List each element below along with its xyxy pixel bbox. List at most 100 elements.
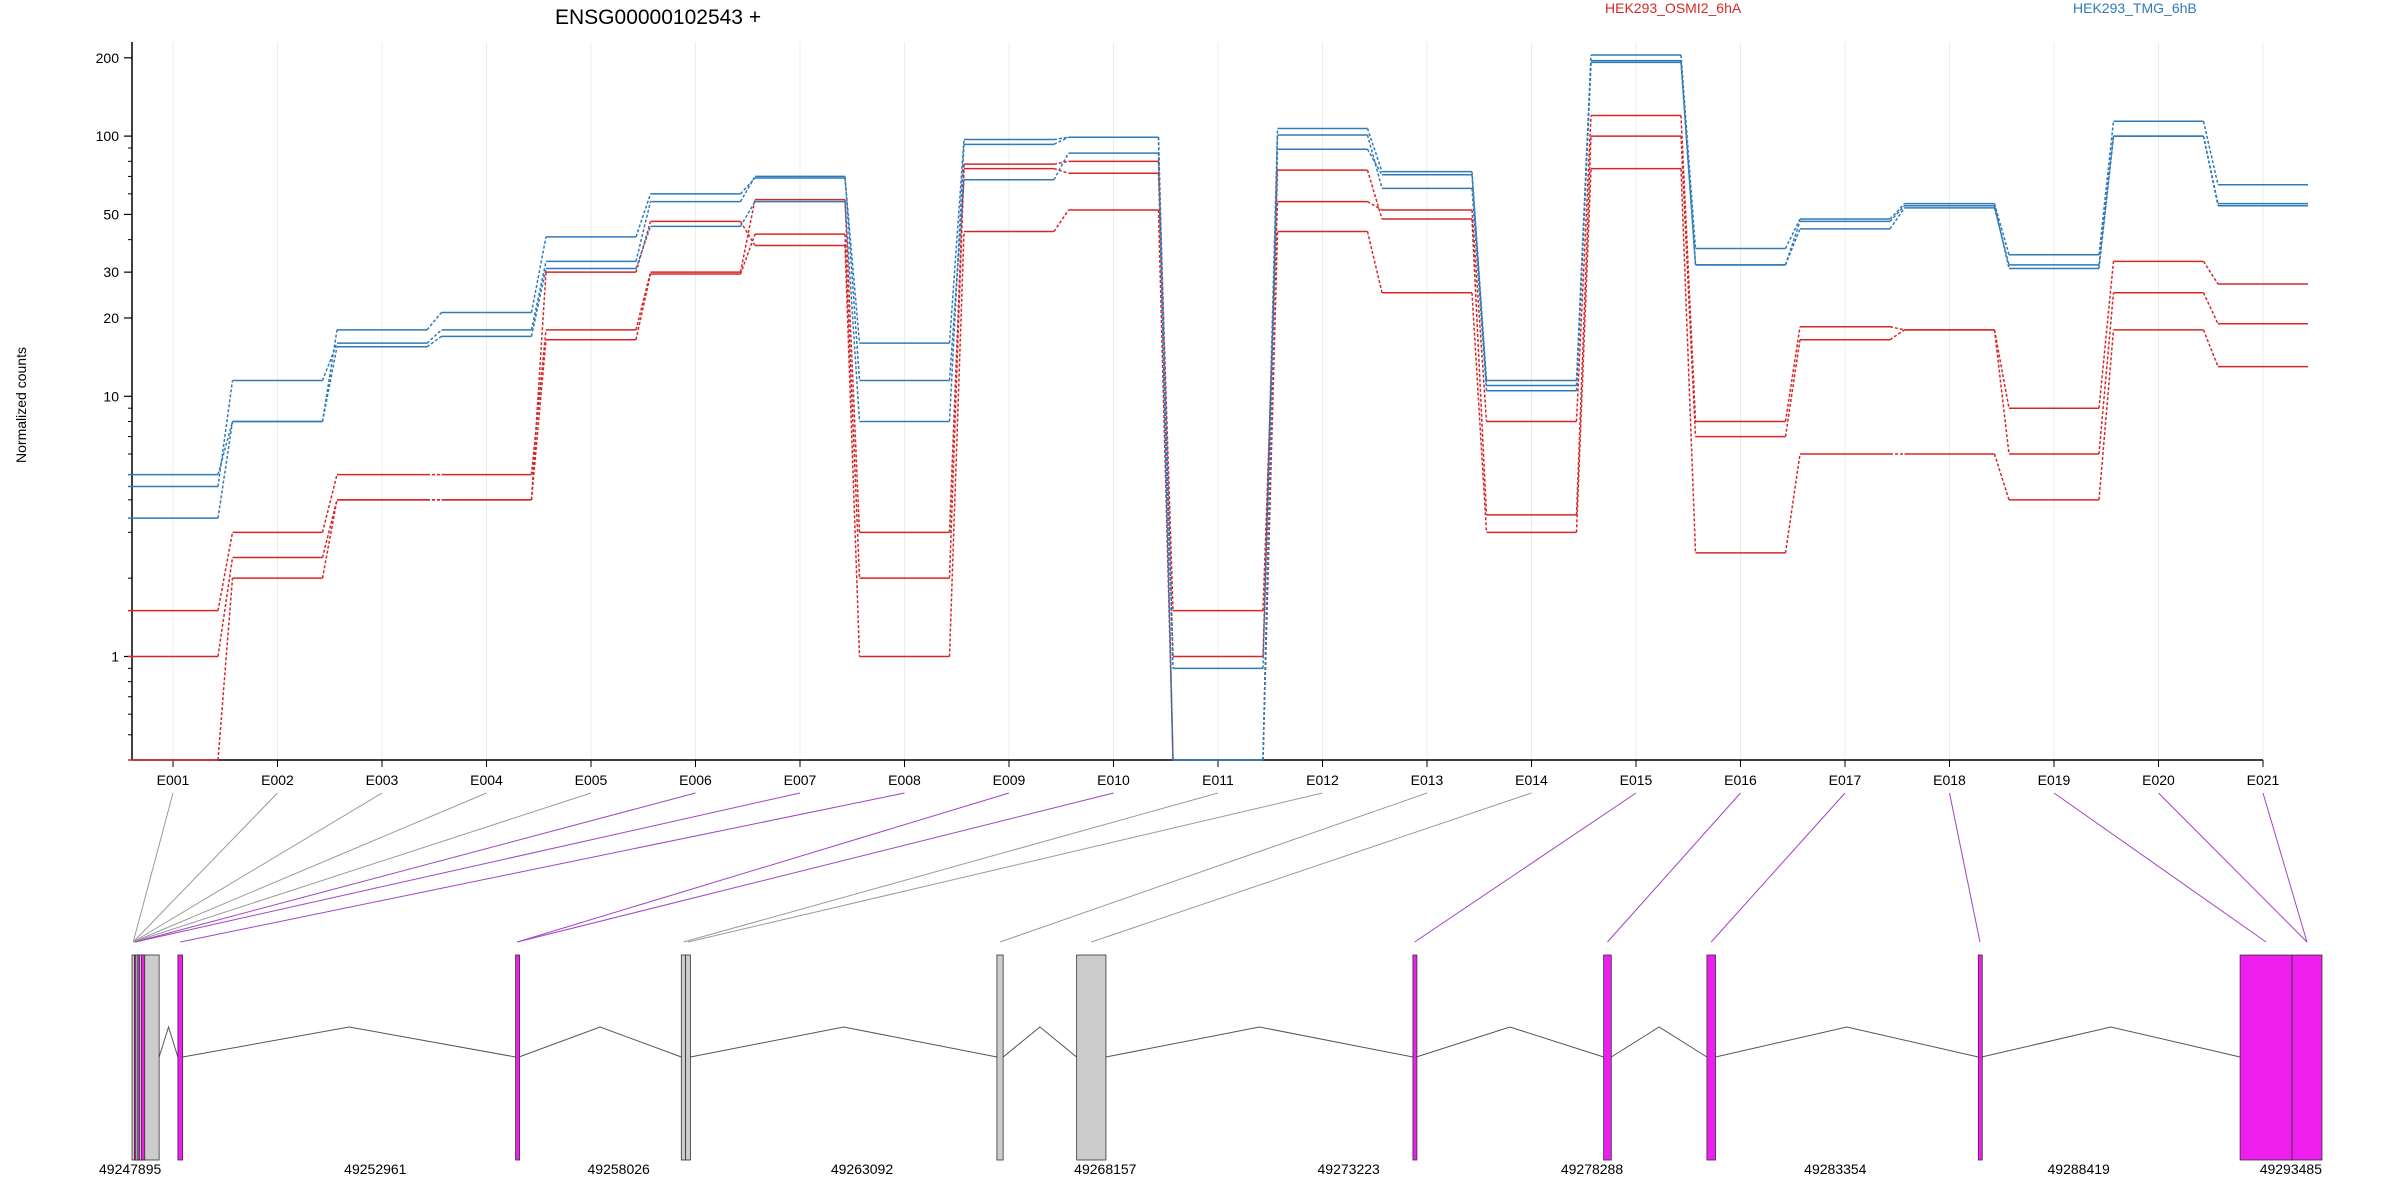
coordinate-label: 49263092 (831, 1161, 894, 1177)
series-connector (1157, 137, 1174, 761)
series-connector (635, 273, 652, 340)
coordinate-label: 49258026 (588, 1161, 651, 1177)
exon-block (515, 954, 520, 1161)
exon-link (1710, 792, 1846, 943)
y-tick-label: 1 (111, 648, 119, 664)
series-connector (844, 199, 861, 533)
series-connector (321, 499, 338, 579)
series-2 (128, 167, 2308, 761)
series-connector (739, 199, 756, 273)
exon-link (1607, 792, 1741, 943)
exon-link (517, 792, 1114, 943)
x-tick-label: E009 (993, 772, 1026, 788)
exon-block (1977, 954, 1983, 1161)
series-connector (1262, 231, 1279, 761)
series-connector (844, 176, 861, 381)
series-connector (1784, 218, 1801, 249)
x-tick-label: E019 (2038, 772, 2071, 788)
series-connector (530, 261, 547, 331)
series-connector (1784, 453, 1801, 554)
series-connector (321, 342, 338, 381)
series-connector (2202, 329, 2219, 367)
series-connector (1993, 203, 2010, 255)
series-connector (1784, 339, 1801, 437)
series-connector (1575, 115, 1592, 422)
exon-link (2262, 792, 2308, 943)
series-connector (1471, 209, 1488, 422)
x-tick-label: E006 (679, 772, 712, 788)
y-axis-label: Normalized counts (13, 347, 29, 463)
chart-title: ENSG00000102543 + (555, 6, 761, 29)
intron (690, 1026, 997, 1058)
exon-block (1603, 954, 1612, 1161)
series-connector (844, 234, 861, 579)
x-tick-label: E007 (784, 772, 817, 788)
series-connector (2202, 292, 2219, 325)
intron (1002, 1026, 1077, 1058)
coordinate-label: 49273223 (1318, 1161, 1381, 1177)
series-connector (1889, 329, 1905, 341)
series-connector (1889, 207, 1906, 230)
coordinate-label: 49268157 (1074, 1161, 1137, 1177)
series-connector (1471, 188, 1488, 391)
x-tick-label: E010 (1097, 772, 1130, 788)
series-connector (844, 177, 861, 344)
intron (1981, 1026, 2241, 1058)
exon-link (132, 792, 278, 943)
series-connector (1680, 136, 1697, 437)
series-connector (1680, 115, 1697, 422)
series-connector (1471, 292, 1488, 533)
series-connector (217, 421, 234, 475)
legend-entry-tmg: HEK293_TMG_6hB (2073, 0, 2197, 16)
series-connector (635, 226, 652, 269)
series-connector (1575, 168, 1592, 533)
series-connector (426, 335, 442, 348)
exon-link (133, 792, 592, 943)
series-connector (1889, 326, 1905, 331)
series-connector (2098, 292, 2115, 455)
series-connector (1784, 228, 1801, 266)
x-tick-label: E013 (1411, 772, 1444, 788)
y-tick-label: 10 (103, 388, 119, 404)
series-connector (948, 231, 965, 657)
coordinate-label: 49288419 (2048, 1161, 2111, 1177)
coordinate-label: 49247895 (99, 1161, 162, 1177)
series-connector (2098, 329, 2115, 500)
x-tick-label: E018 (1933, 772, 1966, 788)
coordinate-label: 49278288 (1561, 1161, 1624, 1177)
exon-link (1414, 792, 1637, 943)
intron (518, 1026, 682, 1058)
series-connector (217, 578, 234, 761)
series-connector (530, 236, 547, 313)
x-tick-label: E014 (1515, 772, 1548, 788)
series-connector (1053, 136, 1069, 141)
x-tick-label: E003 (366, 772, 399, 788)
series-connector (1053, 136, 1069, 145)
series-connector (1053, 160, 1069, 165)
exon-block (1706, 954, 1716, 1161)
series-connector (1680, 168, 1697, 553)
x-tick-label: E011 (1202, 772, 1234, 788)
series-connector (1993, 329, 2010, 455)
series-connector (1993, 453, 2010, 501)
series-connector (635, 201, 652, 262)
series-connector (1575, 136, 1592, 515)
series-connector (1993, 329, 2010, 409)
series-connector (530, 329, 547, 475)
series-connector (739, 233, 756, 275)
exon-link (2053, 792, 2267, 943)
plot-area: 1 10 20 30 50 100 200 E001 E002 E003 E004 E005 E006 E… (96, 42, 2308, 788)
coordinate-label: 49283354 (1804, 1161, 1867, 1177)
series-connector (426, 329, 443, 344)
series-connector (1366, 169, 1383, 220)
exon-block (177, 954, 184, 1161)
series-connector (1366, 134, 1383, 189)
exon-link (132, 792, 383, 943)
exon-block (680, 954, 687, 1161)
exon-link (134, 792, 696, 943)
y-tick-label: 30 (103, 264, 119, 280)
series-connector (739, 221, 756, 246)
exon-block (2239, 954, 2293, 1161)
y-tick-label: 20 (103, 310, 119, 326)
